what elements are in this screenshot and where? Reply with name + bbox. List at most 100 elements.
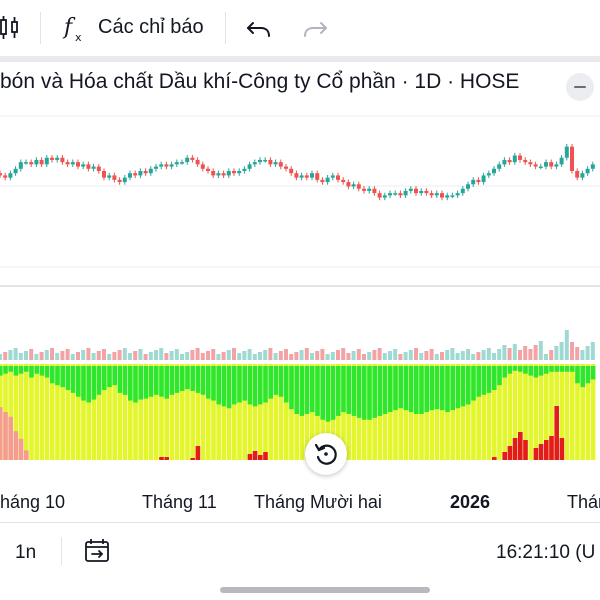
volume-bar [55,353,60,360]
volume-bar [91,353,96,360]
candle-body [434,193,439,196]
candle-body [580,173,585,178]
collapse-legend-button[interactable] [566,73,594,101]
candle-body [39,159,44,165]
indicator-green [523,366,528,374]
function-icon[interactable]: f x [62,12,92,44]
indicator-green [91,366,97,400]
indicator-red [554,406,559,460]
indicators-button[interactable]: Các chỉ báo [98,16,204,38]
volume-bar [185,352,190,360]
time-axis-label: háng 10 [0,492,66,512]
indicator-green [310,366,315,413]
candle-body [476,179,481,183]
go-to-date-icon[interactable] [84,538,112,564]
candle-body [138,171,143,176]
indicator-yellow [403,364,409,460]
volume-bar [29,349,34,360]
time-axis-label: Tháng 11 [142,492,217,512]
indicator-green [476,366,481,397]
indicator-green [388,366,393,413]
indicator-red [195,446,201,460]
candle-body [180,162,184,164]
symbol-legend[interactable]: bón và Hóa chất Dầu khí-Công ty Cổ phần … [0,70,520,93]
candle-body [320,179,325,183]
indicator-green [356,366,362,418]
candle-body [34,159,39,165]
volume-bar [273,353,278,360]
indicator-red [247,454,253,460]
indicator-yellow [39,364,45,460]
reset-chart-button[interactable] [305,433,347,475]
indicator-green [268,366,273,399]
volume-bar [86,348,91,360]
indicator-yellow [55,364,60,460]
indicator-yellow [398,364,403,460]
candle-body [169,164,174,167]
volume-bar [148,352,153,360]
indicator-green [492,366,497,390]
volume-bar [50,348,54,360]
candle-body [216,173,221,176]
candle-body [55,157,60,160]
candle-body [289,168,294,174]
volume-bar [440,352,444,360]
volume-bar [133,351,138,360]
indicator-green [29,366,34,378]
volume-bar [518,350,522,360]
indicator-salmon [18,438,24,460]
volume-bar [304,348,309,360]
reset-icon [314,443,337,465]
candle-body [367,188,372,191]
price-chart[interactable] [0,62,600,462]
timezone-clock[interactable]: 16:21:10 (U [496,542,596,563]
candle-body [575,171,580,178]
candle-body [341,179,346,183]
candle-body [24,162,28,164]
indicator-green [284,366,289,403]
volume-bar [554,346,559,360]
home-indicator [220,587,430,593]
candle-body [221,173,226,176]
range-button[interactable]: 1n [15,542,37,563]
indicator-yellow [460,364,466,460]
volume-bar [247,349,252,360]
indicator-green [96,366,102,395]
indicator-green [169,366,175,395]
candle-body [76,162,80,167]
indicator-yellow [434,364,440,460]
candle-body [502,159,507,165]
volume-bar [476,352,481,360]
candle-body [294,173,299,178]
indicator-red [549,436,554,460]
candle-body [117,179,122,183]
candle-body [382,195,387,198]
indicator-green [580,366,585,388]
volume-bar [502,345,507,360]
candle-body [273,162,278,165]
indicator-green [590,366,596,380]
indicator-green [70,366,76,393]
volume-bar [258,352,262,360]
volume-bar [528,349,533,360]
volume-bar [346,353,351,360]
redo-icon[interactable] [300,10,330,46]
indicator-yellow [148,364,154,460]
undo-icon[interactable] [244,10,274,46]
volume-bar [252,354,257,360]
volume-bar [429,349,434,360]
indicator-red [258,455,263,460]
volume-bar [398,354,403,360]
volume-bar [393,349,398,360]
indicator-green [466,366,471,405]
svg-text:f: f [62,15,76,40]
indicator-green [278,366,284,397]
indicator-green [341,366,346,413]
indicator-green [3,366,8,374]
candle-body [518,155,522,160]
candle-body [190,157,195,160]
volume-bar [190,350,195,360]
indicator-green [221,366,227,407]
candle-body [408,188,413,191]
candlestick-icon[interactable] [0,14,22,42]
